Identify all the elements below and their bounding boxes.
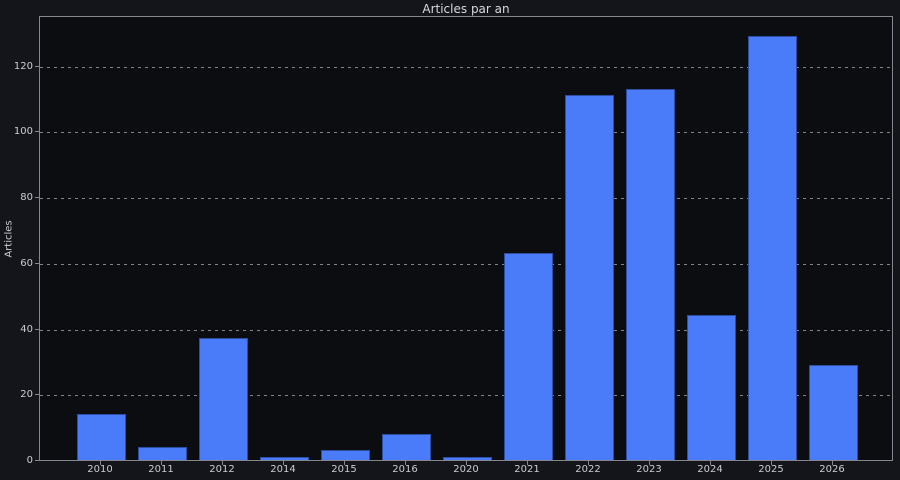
x-tick-mark — [527, 461, 528, 465]
x-tick-label: 2011 — [148, 464, 174, 475]
x-tick-mark — [283, 461, 284, 465]
y-tick-mark — [35, 65, 39, 67]
y-axis-label: Articles — [3, 220, 15, 258]
gridline — [40, 66, 892, 68]
bar-2025 — [747, 36, 797, 460]
y-tick-label: 0 — [26, 455, 33, 466]
x-tick-mark — [710, 461, 711, 465]
y-tick-label: 120 — [13, 60, 33, 72]
x-tick-mark — [588, 461, 589, 465]
x-tick-mark — [466, 461, 467, 465]
plot-area — [39, 16, 893, 461]
bar-2016 — [381, 434, 431, 460]
y-tick-mark — [35, 328, 39, 330]
x-tick-label: 2012 — [209, 464, 235, 475]
y-tick-mark — [35, 262, 39, 264]
bar-2024 — [686, 315, 736, 460]
x-tick-label: 2016 — [392, 464, 418, 475]
x-tick-label: 2021 — [514, 464, 540, 475]
x-tick-label: 2026 — [819, 464, 845, 475]
bar-2021 — [503, 253, 553, 460]
y-tick-label: 60 — [20, 257, 33, 269]
x-tick-label: 2015 — [331, 464, 357, 475]
x-tick-label: 2022 — [575, 464, 601, 475]
gridline — [40, 395, 892, 397]
y-tick-mark — [35, 460, 39, 461]
x-tick-mark — [405, 461, 406, 465]
x-tick-mark — [222, 461, 223, 465]
bar-2015 — [320, 450, 370, 460]
bar-2014 — [259, 457, 309, 460]
chart-title: Articles par an — [422, 2, 510, 16]
bar-2022 — [564, 95, 614, 460]
y-tick-mark — [35, 197, 39, 199]
y-tick-label: 100 — [13, 126, 33, 138]
y-tick-label: 40 — [20, 323, 33, 335]
bar-2011 — [137, 447, 187, 460]
x-tick-mark — [344, 461, 345, 465]
x-tick-mark — [100, 461, 101, 465]
gridline — [40, 132, 892, 134]
x-tick-label: 2014 — [270, 464, 296, 475]
gridline — [40, 329, 892, 331]
y-tick-label: 80 — [20, 192, 33, 204]
gridline — [40, 263, 892, 265]
x-tick-label: 2025 — [758, 464, 784, 475]
y-tick-mark — [35, 394, 39, 396]
x-tick-label: 2010 — [87, 464, 113, 475]
gridline — [40, 198, 892, 200]
x-tick-mark — [771, 461, 772, 465]
bar-2020 — [442, 457, 492, 460]
y-tick-label: 20 — [20, 389, 33, 401]
x-tick-label: 2023 — [636, 464, 662, 475]
bar-2023 — [625, 89, 675, 460]
x-tick-mark — [649, 461, 650, 465]
bar-2010 — [76, 414, 126, 460]
y-tick-mark — [35, 131, 39, 133]
x-tick-label: 2020 — [453, 464, 479, 475]
x-tick-mark — [832, 461, 833, 465]
x-tick-label: 2024 — [697, 464, 723, 475]
bar-2026 — [808, 365, 858, 460]
x-tick-mark — [161, 461, 162, 465]
bar-2012 — [198, 338, 248, 460]
